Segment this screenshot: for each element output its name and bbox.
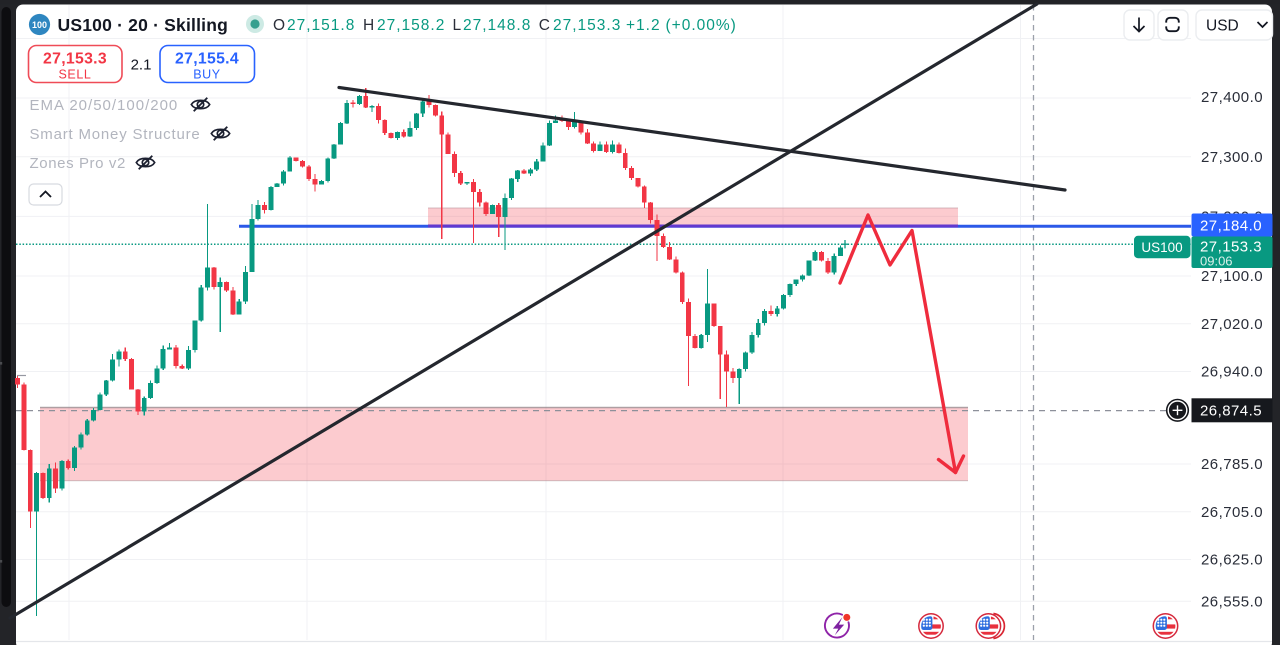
svg-text:26,785.0: 26,785.0 [1201,456,1263,473]
svg-text:27,184.0: 27,184.0 [1200,217,1262,234]
svg-text:Smart Money Structure: Smart Money Structure [30,126,201,143]
svg-text:SELL: SELL [59,68,92,82]
svg-text:Zones Pro v2: Zones Pro v2 [30,155,126,172]
svg-text:09:06: 09:06 [1200,254,1233,269]
svg-text:27,153.3: 27,153.3 [43,51,107,68]
svg-text:EMA 20/50/100/200: EMA 20/50/100/200 [30,97,179,114]
svg-text:27,100.0: 27,100.0 [1201,268,1263,285]
svg-text:100: 100 [32,20,47,30]
svg-text:27,300.0: 27,300.0 [1201,149,1263,166]
svg-text:27,400.0: 27,400.0 [1201,89,1263,106]
svg-text:26,555.0: 26,555.0 [1201,593,1263,610]
svg-text:27,155.4: 27,155.4 [175,51,239,68]
svg-text:26,475.0: 26,475.0 [1201,643,1263,645]
svg-text:2.1: 2.1 [131,57,152,74]
svg-text:26,625.0: 26,625.0 [1201,552,1263,569]
svg-text:US100 · 20 · Skilling: US100 · 20 · Skilling [58,15,229,35]
svg-text:BUY: BUY [193,68,221,82]
svg-text:27,153.3: 27,153.3 [1200,239,1262,256]
svg-text:26,705.0: 26,705.0 [1201,504,1263,521]
svg-text:US100: US100 [1141,240,1182,255]
svg-text:USD: USD [1206,18,1239,35]
svg-text:26,940.0: 26,940.0 [1201,364,1263,381]
svg-text:27,020.0: 27,020.0 [1201,316,1263,333]
svg-text:26,874.5: 26,874.5 [1200,403,1262,420]
